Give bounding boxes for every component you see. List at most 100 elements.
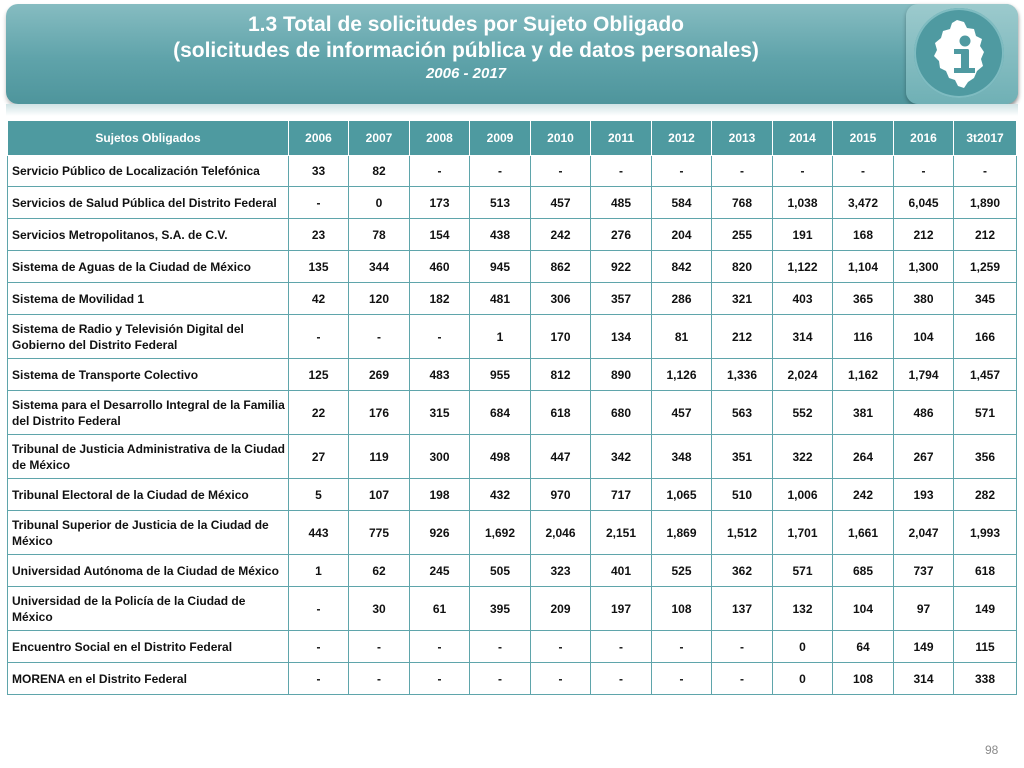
table-row: Sistema de Movilidad 1 42 120 182 481 306 357 2… bbox=[7, 282, 1017, 315]
value-cell: 61 bbox=[409, 586, 470, 631]
value-cell: 483 bbox=[409, 358, 470, 391]
value-cell: 563 bbox=[711, 390, 773, 435]
value-cell: 1,661 bbox=[832, 510, 894, 555]
value-cell: 775 bbox=[348, 510, 410, 555]
value-cell: 395 bbox=[469, 586, 531, 631]
subject-name-cell: Tribunal de Justicia Administrativa de l… bbox=[7, 434, 289, 479]
value-cell: 380 bbox=[893, 282, 954, 315]
subject-name-cell: Sistema de Transporte Colectivo bbox=[7, 358, 289, 391]
value-cell: 685 bbox=[832, 554, 894, 587]
table-header-row: Sujetos Obligados 2006 2007 2008 2009 20… bbox=[7, 120, 1017, 156]
page-title: 1.3 Total de solicitudes por Sujeto Obli… bbox=[248, 13, 684, 36]
value-cell: 0 bbox=[772, 662, 833, 695]
value-cell: - bbox=[893, 155, 954, 187]
value-cell: - bbox=[953, 155, 1017, 187]
value-cell: - bbox=[590, 155, 652, 187]
value-cell: 125 bbox=[288, 358, 349, 391]
value-cell: 1 bbox=[469, 314, 531, 359]
value-cell: 344 bbox=[348, 250, 410, 283]
value-cell: 212 bbox=[893, 218, 954, 251]
table-row: MORENA en el Distrito Federal - - - - - - - -0 10… bbox=[7, 662, 1017, 695]
column-header: 2011 bbox=[590, 120, 652, 156]
value-cell: 1,065 bbox=[651, 478, 712, 511]
value-cell: 154 bbox=[409, 218, 470, 251]
table-row: Servicios Metropolitanos, S.A. de C.V. 23… bbox=[7, 218, 1017, 251]
value-cell: - bbox=[288, 586, 349, 631]
value-cell: 381 bbox=[832, 390, 894, 435]
value-cell: 1,006 bbox=[772, 478, 833, 511]
value-cell: 0 bbox=[772, 630, 833, 663]
column-header: 2006 bbox=[288, 120, 349, 156]
column-header: 2012 bbox=[651, 120, 712, 156]
value-cell: 149 bbox=[953, 586, 1017, 631]
value-cell: 108 bbox=[832, 662, 894, 695]
value-cell: 890 bbox=[590, 358, 652, 391]
value-cell: 842 bbox=[651, 250, 712, 283]
page-subtitle: (solicitudes de información pública y de… bbox=[173, 39, 759, 62]
value-cell: 255 bbox=[711, 218, 773, 251]
value-cell: - bbox=[711, 155, 773, 187]
value-cell: 342 bbox=[590, 434, 652, 479]
value-cell: 22 bbox=[288, 390, 349, 435]
value-cell: 104 bbox=[893, 314, 954, 359]
header-shadow-band bbox=[6, 104, 1018, 116]
value-cell: 1,300 bbox=[893, 250, 954, 283]
column-header: 2008 bbox=[409, 120, 470, 156]
subject-name-cell: Universidad de la Policía de la Ciudad d… bbox=[7, 586, 289, 631]
subject-name-cell: Tribunal Superior de Justicia de la Ciud… bbox=[7, 510, 289, 555]
column-header: Sujetos Obligados bbox=[7, 120, 289, 156]
column-header: 2009 bbox=[469, 120, 531, 156]
value-cell: - bbox=[832, 155, 894, 187]
table-row: Sistema de Transporte Colectivo 125 269 483… bbox=[7, 358, 1017, 391]
value-cell: 717 bbox=[590, 478, 652, 511]
value-cell: 314 bbox=[772, 314, 833, 359]
value-cell: 264 bbox=[832, 434, 894, 479]
table-row: Tribunal Superior de Justicia de la Ciud… bbox=[7, 510, 1017, 555]
value-cell: 176 bbox=[348, 390, 410, 435]
value-cell: 862 bbox=[530, 250, 591, 283]
value-cell: 242 bbox=[530, 218, 591, 251]
value-cell: 166 bbox=[953, 314, 1017, 359]
value-cell: 356 bbox=[953, 434, 1017, 479]
value-cell: 173 bbox=[409, 186, 470, 219]
value-cell: 922 bbox=[590, 250, 652, 283]
value-cell: 135 bbox=[288, 250, 349, 283]
value-cell: 945 bbox=[469, 250, 531, 283]
value-cell: 1,512 bbox=[711, 510, 773, 555]
table-row: Servicios de Salud Pública del Distrito … bbox=[7, 186, 1017, 219]
value-cell: 116 bbox=[832, 314, 894, 359]
value-cell: 198 bbox=[409, 478, 470, 511]
value-cell: 348 bbox=[651, 434, 712, 479]
value-cell: 149 bbox=[893, 630, 954, 663]
column-header: 2013 bbox=[711, 120, 773, 156]
value-cell: 193 bbox=[893, 478, 954, 511]
value-cell: - bbox=[530, 662, 591, 695]
value-cell: 505 bbox=[469, 554, 531, 587]
value-cell: 2,024 bbox=[772, 358, 833, 391]
value-cell: 525 bbox=[651, 554, 712, 587]
value-cell: 168 bbox=[832, 218, 894, 251]
title-banner: 1.3 Total de solicitudes por Sujeto Obli… bbox=[6, 4, 1018, 104]
value-cell: 78 bbox=[348, 218, 410, 251]
value-cell: 457 bbox=[651, 390, 712, 435]
value-cell: 276 bbox=[590, 218, 652, 251]
value-cell: 2,046 bbox=[530, 510, 591, 555]
value-cell: - bbox=[590, 630, 652, 663]
value-cell: 584 bbox=[651, 186, 712, 219]
value-cell: 23 bbox=[288, 218, 349, 251]
value-cell: 209 bbox=[530, 586, 591, 631]
value-cell: 1,692 bbox=[469, 510, 531, 555]
value-cell: 571 bbox=[772, 554, 833, 587]
table-row: Sistema para el Desarrollo Integral de l… bbox=[7, 390, 1017, 435]
value-cell: - bbox=[409, 155, 470, 187]
value-cell: 62 bbox=[348, 554, 410, 587]
value-cell: - bbox=[409, 314, 470, 359]
value-cell: 1,162 bbox=[832, 358, 894, 391]
value-cell: 357 bbox=[590, 282, 652, 315]
value-cell: 618 bbox=[953, 554, 1017, 587]
value-cell: 1,701 bbox=[772, 510, 833, 555]
column-header: 2007 bbox=[348, 120, 410, 156]
value-cell: 510 bbox=[711, 478, 773, 511]
value-cell: 115 bbox=[953, 630, 1017, 663]
value-cell: 403 bbox=[772, 282, 833, 315]
